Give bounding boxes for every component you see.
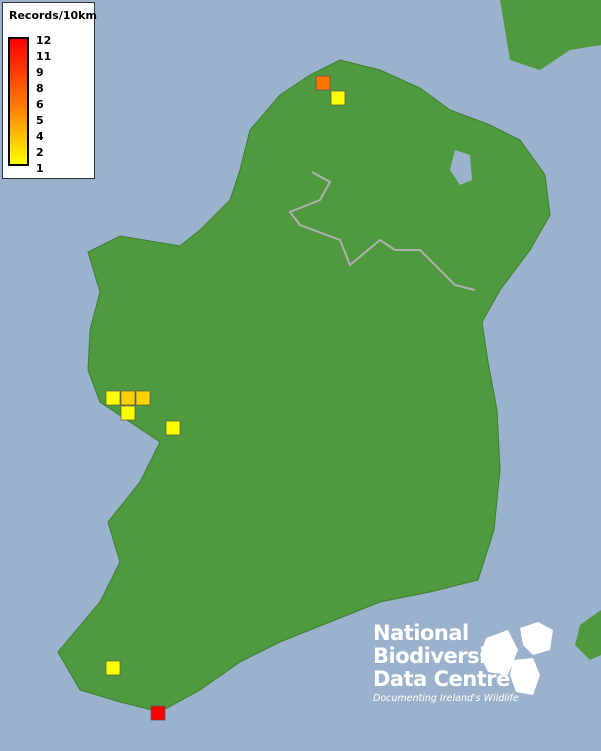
logo-line3: Data Centre: [373, 667, 510, 691]
record-square[interactable]: [105, 390, 121, 406]
legend-label: 5: [36, 114, 44, 127]
record-square[interactable]: [135, 390, 151, 406]
legend-label: 6: [36, 98, 44, 111]
legend-label: 4: [36, 130, 44, 143]
records-layer: [105, 75, 346, 721]
nbdc-logo: National Biodiversity Data Centre Docume…: [373, 621, 553, 704]
legend-label: 12: [36, 34, 52, 47]
ireland-landmass: [57, 59, 551, 713]
record-square[interactable]: [120, 390, 136, 406]
record-square[interactable]: [315, 75, 331, 91]
legend-color-ramp: [8, 37, 29, 166]
lough-neagh: [450, 150, 472, 185]
legend-title: Records/10km: [9, 9, 97, 22]
logo-line2: Biodiversity: [373, 644, 509, 668]
legend-label: 9: [36, 66, 44, 79]
nbdc-hexagon-icon: [480, 622, 553, 695]
legend-label: 1: [36, 162, 44, 175]
legend: Records/10km 12 11 9 8 6 5 4 2 1: [2, 2, 97, 179]
legend-label: 8: [36, 82, 44, 95]
record-square[interactable]: [165, 420, 181, 436]
legend-label: 11: [36, 50, 52, 63]
wales-landmass: [575, 610, 601, 660]
record-square[interactable]: [105, 660, 121, 676]
record-square[interactable]: [150, 705, 166, 721]
legend-label: 2: [36, 146, 44, 159]
ni-border-line: [288, 171, 476, 291]
record-square[interactable]: [120, 405, 136, 421]
record-square[interactable]: [330, 90, 346, 106]
logo-line1: National: [373, 621, 469, 645]
scotland-landmass: [500, 0, 601, 70]
logo-tagline: Documenting Ireland's Wildlife: [373, 693, 519, 704]
